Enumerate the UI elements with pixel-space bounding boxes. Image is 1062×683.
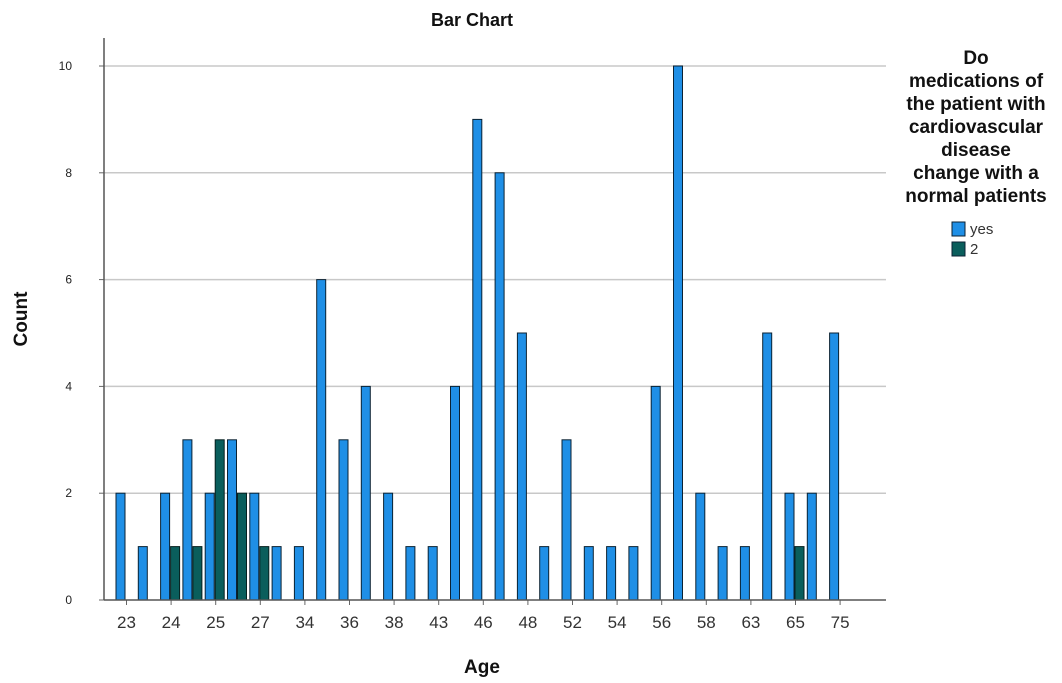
bar-yes: [405, 546, 416, 601]
legend-title-line: change with a: [913, 163, 1039, 184]
bar-yes: [673, 65, 683, 601]
legend-title-line: cardiovascular: [909, 117, 1044, 138]
bar-yes: [784, 492, 795, 601]
x-tick-label: 63: [741, 613, 760, 632]
bar-yes: [137, 546, 148, 601]
x-tick-label: 23: [117, 613, 136, 632]
x-tick-label: 56: [652, 613, 671, 632]
x-tick-label: 38: [385, 613, 404, 632]
y-tick-label: 2: [65, 486, 72, 500]
bar-2: [214, 439, 225, 601]
x-axis-title: Age: [464, 657, 500, 678]
bar-2: [237, 492, 247, 601]
legend-swatch: [951, 221, 966, 237]
y-axis-ticks: 0 2 4 6 8 10: [59, 59, 104, 607]
bar-yes: [762, 332, 773, 601]
bar-yes: [583, 546, 594, 601]
y-tick-label: 10: [59, 59, 73, 73]
x-tick-label: 75: [831, 613, 850, 632]
x-tick-label: 36: [340, 613, 359, 632]
bar-yes: [427, 546, 438, 601]
y-tick-label: 6: [65, 273, 72, 287]
bar-yes: [650, 385, 661, 601]
bar-2: [192, 546, 203, 601]
x-tick-label: 24: [162, 613, 181, 632]
bar-yes: [338, 439, 349, 601]
x-tick-label: 25: [206, 613, 225, 632]
bar-yes: [717, 546, 728, 601]
bar-yes: [227, 439, 237, 601]
x-tick-label: 65: [786, 613, 805, 632]
bar-yes: [806, 492, 817, 601]
x-tick-label: 48: [518, 613, 537, 632]
legend-title-line: disease: [941, 140, 1011, 161]
bar-yes: [182, 439, 193, 601]
bar-yes: [695, 492, 706, 601]
bar-yes: [450, 385, 460, 601]
bar-yes: [739, 546, 750, 601]
bar-yes: [160, 492, 171, 601]
bar-yes: [115, 492, 126, 601]
x-axis-ticks: 23 24 25 27 34 36 38 43 46 48 52 54 56 58 63 65 75: [117, 600, 850, 632]
legend-title-line: normal patients: [905, 186, 1046, 207]
bar-yes: [316, 279, 327, 601]
legend-title-line: Do: [963, 48, 988, 69]
bar-2: [794, 546, 805, 601]
legend-label: 2: [970, 241, 978, 258]
y-tick-label: 8: [65, 166, 72, 180]
bar-yes: [204, 492, 215, 601]
bar-yes: [561, 439, 572, 601]
bar-yes: [383, 492, 394, 601]
bar-yes: [628, 546, 639, 601]
legend-swatch: [951, 241, 966, 257]
legend-title-line: the patient with: [906, 94, 1045, 115]
chart-title: Bar Chart: [431, 10, 513, 30]
y-tick-label: 4: [65, 379, 72, 393]
bar-yes: [360, 385, 371, 601]
bar-yes: [516, 332, 527, 601]
legend-title-line: medications of: [909, 71, 1044, 92]
bar-yes: [293, 546, 304, 601]
x-tick-label: 34: [295, 613, 314, 632]
x-tick-label: 52: [563, 613, 582, 632]
bar-yes: [271, 546, 282, 601]
x-tick-label: 54: [608, 613, 627, 632]
bar-yes: [829, 332, 840, 601]
x-tick-label: 27: [251, 613, 270, 632]
bar-yes: [539, 546, 550, 601]
x-tick-label: 58: [697, 613, 716, 632]
bar-yes: [472, 118, 483, 601]
y-axis-title: Count: [11, 291, 32, 347]
bar-2: [259, 546, 270, 601]
legend-label: yes: [970, 221, 993, 238]
bar-yes: [494, 172, 505, 601]
x-tick-label: 46: [474, 613, 493, 632]
x-tick-label: 43: [429, 613, 448, 632]
y-tick-label: 0: [65, 593, 72, 607]
bars: [115, 65, 840, 601]
bar-2: [170, 546, 181, 601]
bar-yes: [606, 546, 617, 601]
bar-yes: [249, 492, 260, 601]
